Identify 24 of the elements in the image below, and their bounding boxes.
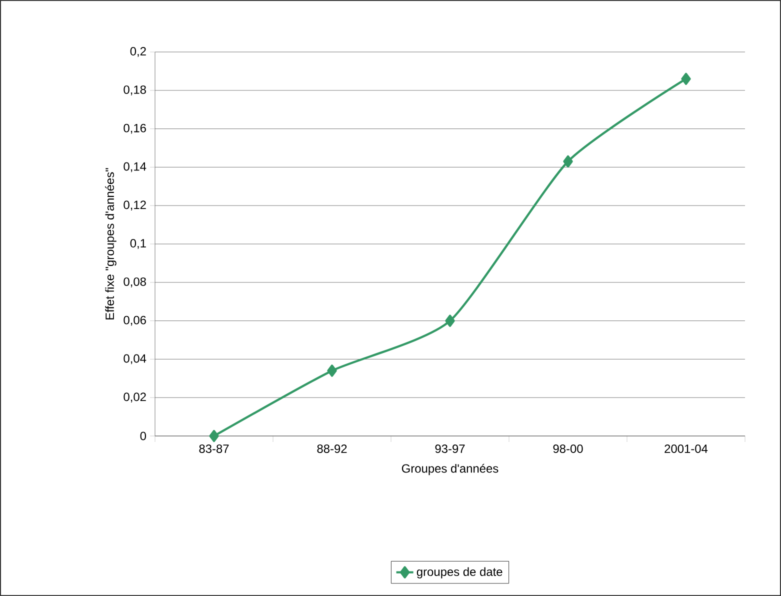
y-tick-label: 0,08 — [124, 277, 146, 288]
point — [681, 72, 691, 85]
x-axis-title: Groupes d'années — [402, 464, 498, 476]
y-tick-label: 0,2 — [130, 47, 146, 57]
point — [563, 155, 573, 168]
y-tick-label: 0,04 — [124, 354, 146, 364]
y-tick-label: 0,1 — [130, 239, 146, 249]
x-tick-label: 88-92 — [317, 444, 347, 453]
x-tick-label: 98-00 — [553, 444, 583, 453]
y-axis-title: Effet fixe "groupes d'années" — [105, 168, 116, 320]
point — [445, 314, 455, 327]
y-tick-label: 0,06 — [124, 316, 146, 326]
point — [327, 364, 337, 377]
y-tick-label: 0,02 — [124, 392, 146, 403]
y-tick-label: 0,16 — [124, 124, 146, 134]
y-tick-label: 0 — [140, 432, 146, 440]
x-tick-label: 93-97 — [435, 444, 465, 453]
y-tick-label: 0,14 — [124, 162, 146, 172]
x-tick-label: 83-87 — [199, 444, 229, 453]
legend-label: groupes de date — [416, 567, 502, 578]
y-tick-label: 0,12 — [124, 200, 146, 211]
y-tick-label: 0,18 — [124, 85, 146, 96]
point — [209, 430, 219, 442]
x-tick-label: 2001-04 — [664, 444, 708, 453]
